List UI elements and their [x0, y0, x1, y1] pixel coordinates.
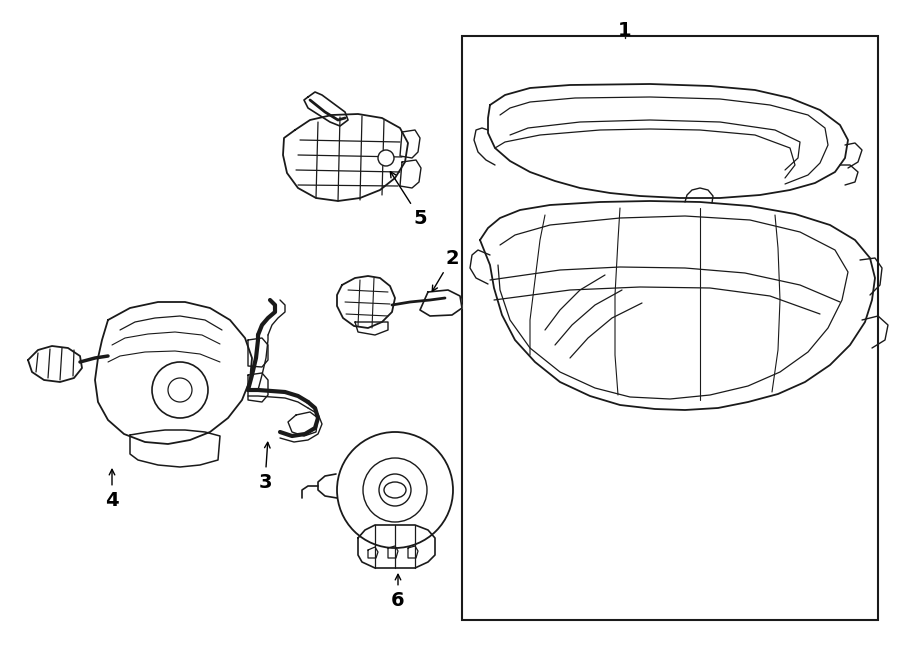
Polygon shape — [388, 546, 398, 558]
Polygon shape — [95, 302, 252, 444]
Text: 4: 4 — [105, 469, 119, 510]
Circle shape — [168, 378, 192, 402]
Circle shape — [337, 432, 453, 548]
Circle shape — [363, 458, 427, 522]
Polygon shape — [400, 130, 420, 158]
Polygon shape — [488, 84, 848, 198]
Polygon shape — [304, 92, 348, 126]
Polygon shape — [288, 412, 318, 436]
Text: 1: 1 — [618, 20, 632, 40]
Circle shape — [378, 150, 394, 166]
Polygon shape — [420, 290, 462, 316]
Text: 2: 2 — [432, 249, 459, 292]
Text: 6: 6 — [392, 574, 405, 609]
Polygon shape — [248, 373, 268, 402]
Polygon shape — [28, 346, 82, 382]
Bar — [462, 36, 878, 620]
Polygon shape — [358, 525, 435, 568]
Text: 5: 5 — [391, 172, 427, 227]
Polygon shape — [400, 160, 421, 188]
Text: 3: 3 — [258, 442, 272, 492]
Circle shape — [379, 474, 411, 506]
Polygon shape — [130, 430, 220, 467]
Circle shape — [152, 362, 208, 418]
Polygon shape — [408, 546, 418, 558]
Polygon shape — [368, 547, 378, 558]
Polygon shape — [355, 322, 388, 335]
Ellipse shape — [384, 482, 406, 498]
Polygon shape — [248, 338, 268, 367]
Polygon shape — [480, 201, 875, 410]
Polygon shape — [283, 114, 408, 201]
Polygon shape — [337, 276, 395, 328]
